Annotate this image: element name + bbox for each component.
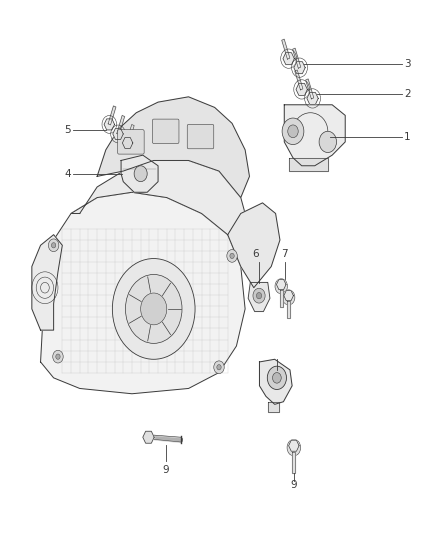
Polygon shape — [296, 84, 307, 95]
FancyBboxPatch shape — [187, 124, 214, 149]
Text: 9: 9 — [162, 465, 169, 475]
Polygon shape — [287, 302, 290, 318]
Polygon shape — [97, 97, 250, 198]
Polygon shape — [122, 138, 133, 149]
Polygon shape — [41, 192, 245, 394]
Polygon shape — [307, 92, 318, 104]
Circle shape — [230, 253, 234, 259]
Circle shape — [256, 293, 261, 299]
Circle shape — [275, 279, 287, 294]
Polygon shape — [108, 106, 116, 125]
Circle shape — [282, 118, 304, 144]
Circle shape — [214, 361, 224, 374]
Text: 4: 4 — [64, 169, 71, 179]
Polygon shape — [306, 79, 314, 99]
Circle shape — [113, 259, 195, 359]
Text: 6: 6 — [252, 248, 259, 259]
Circle shape — [134, 166, 147, 182]
Circle shape — [48, 239, 59, 252]
Circle shape — [287, 439, 300, 456]
Polygon shape — [71, 160, 250, 256]
FancyBboxPatch shape — [152, 119, 179, 143]
Text: 2: 2 — [404, 89, 410, 99]
Polygon shape — [248, 282, 270, 312]
Polygon shape — [121, 155, 158, 192]
Polygon shape — [127, 125, 134, 143]
Polygon shape — [280, 290, 283, 308]
Polygon shape — [32, 235, 62, 330]
Polygon shape — [289, 158, 328, 171]
Polygon shape — [259, 359, 292, 405]
Polygon shape — [268, 402, 279, 413]
Polygon shape — [228, 203, 280, 288]
Polygon shape — [117, 116, 125, 134]
Circle shape — [253, 288, 265, 303]
Polygon shape — [295, 70, 303, 90]
Circle shape — [125, 274, 182, 343]
Circle shape — [267, 366, 286, 390]
Text: 3: 3 — [404, 59, 410, 69]
Circle shape — [319, 131, 336, 152]
Circle shape — [227, 249, 237, 262]
Polygon shape — [284, 105, 345, 166]
Circle shape — [217, 365, 221, 370]
Circle shape — [53, 350, 63, 363]
Polygon shape — [284, 290, 293, 301]
Circle shape — [56, 354, 60, 359]
Circle shape — [283, 290, 295, 305]
Circle shape — [272, 373, 281, 383]
Text: 5: 5 — [64, 125, 71, 135]
Text: 8: 8 — [274, 373, 280, 383]
Circle shape — [288, 125, 298, 138]
FancyBboxPatch shape — [117, 130, 144, 154]
Polygon shape — [113, 128, 123, 140]
Text: 1: 1 — [404, 132, 410, 142]
Polygon shape — [143, 431, 154, 443]
Polygon shape — [283, 53, 294, 64]
Circle shape — [141, 293, 167, 325]
Polygon shape — [292, 452, 295, 473]
Circle shape — [51, 243, 56, 248]
Text: 9: 9 — [290, 480, 297, 490]
Polygon shape — [282, 39, 290, 59]
Polygon shape — [293, 48, 301, 68]
Polygon shape — [104, 119, 115, 130]
Text: 7: 7 — [281, 248, 288, 259]
Polygon shape — [289, 440, 299, 451]
Polygon shape — [276, 279, 286, 289]
Polygon shape — [294, 62, 305, 74]
